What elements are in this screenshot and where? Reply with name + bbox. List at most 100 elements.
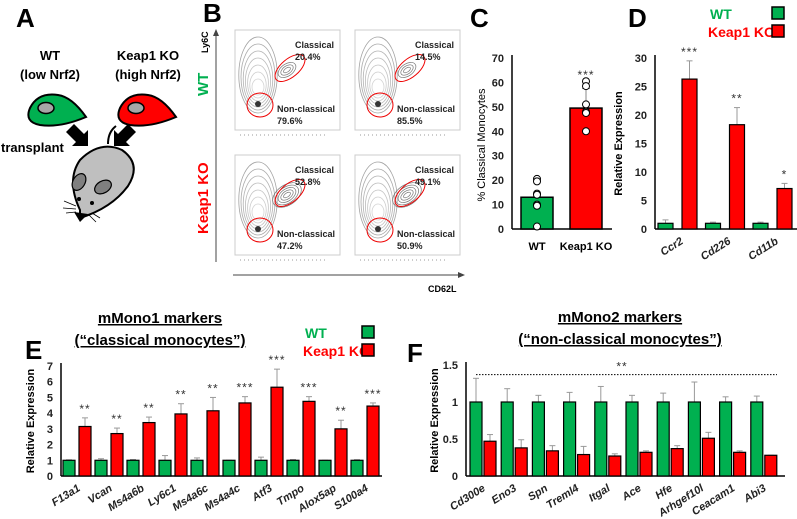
bar-wt	[656, 401, 670, 477]
contour-line	[283, 191, 291, 199]
contour-line	[369, 196, 387, 224]
bar-wt	[318, 459, 332, 477]
significance-label: **	[616, 360, 627, 374]
x-tick-label: Atf3	[249, 482, 274, 504]
significance-label: **	[335, 404, 346, 418]
y-tick-label: 60	[492, 77, 504, 89]
contour-line	[275, 184, 299, 206]
y-tick-label: 1	[47, 455, 53, 467]
contour-line	[403, 66, 411, 74]
x-tick-label: Ms4a4c	[203, 482, 243, 513]
y-tick-label: 5	[641, 196, 647, 208]
data-point	[582, 82, 590, 91]
contour-line	[403, 191, 411, 199]
panel-c: C 0 10 20 30 40 50 60 70 % Classical Monocytes WT K…	[470, 3, 613, 253]
contour-line	[358, 36, 398, 114]
y-tick-label: 0.5	[443, 434, 458, 446]
y-axis-label: % Classical Monocytes	[476, 88, 488, 202]
bar-keap1-ko	[366, 405, 380, 477]
flow-plot: Classical 52.8% Non-classical 47.2%	[234, 154, 341, 261]
contour-line	[371, 203, 385, 221]
row-label-keap1-ko: Keap1 KO	[195, 162, 212, 234]
significance-label: ***	[268, 353, 285, 367]
legend-wt-label: WT	[305, 325, 327, 341]
panel-letter-c: C	[470, 3, 489, 33]
classical-label: Classical	[415, 40, 454, 50]
contour-line	[397, 62, 417, 78]
contour-line	[280, 189, 294, 201]
contour-center	[375, 226, 381, 232]
classical-label: Classical	[295, 165, 334, 175]
bar-wt	[254, 459, 268, 477]
contour-line	[251, 203, 265, 221]
non-classical-percent: 50.9%	[397, 241, 423, 251]
significance-label: ***	[364, 387, 381, 401]
y-tick-label: 4	[47, 408, 54, 420]
y-tick-label: 50	[492, 102, 504, 114]
bar-keap1-ko	[732, 451, 747, 477]
contour-line	[277, 62, 297, 78]
legend-ko-label: Keap1 KO	[708, 24, 775, 40]
bar-keap1-ko	[701, 437, 716, 477]
contour-line	[249, 196, 267, 224]
x-tick-label: WT	[528, 241, 545, 253]
y-tick-label: 0	[641, 224, 647, 236]
bar-keap1-ko	[728, 124, 746, 230]
bar-wt	[350, 459, 364, 477]
wt-label: WT	[40, 48, 60, 63]
contour-line	[280, 64, 294, 76]
y-tick-label: 0	[498, 224, 504, 236]
x-tick-label: Cd300e	[448, 482, 488, 513]
bar-keap1-ko	[334, 428, 348, 477]
chart-subtitle: (“non-classical monocytes”)	[518, 331, 721, 348]
bar-wt	[594, 401, 608, 477]
contour-line	[397, 187, 417, 203]
y-tick-label: 25	[635, 82, 647, 94]
bar-keap1-ko	[670, 448, 684, 477]
arrow-icon	[66, 124, 88, 146]
contour-line	[369, 71, 387, 99]
contour-center	[375, 101, 381, 107]
y-tick-label: 1.5	[443, 360, 458, 372]
mouse-icon	[62, 125, 135, 223]
bar-keap1-ko	[545, 450, 560, 477]
y-tick-label: 40	[492, 126, 504, 138]
bar-keap1-ko	[514, 447, 528, 477]
bar-wt	[500, 401, 514, 477]
x-tick-label: Cd11b	[746, 235, 780, 263]
bar-keap1-ko	[764, 454, 778, 477]
non-classical-percent: 79.6%	[277, 116, 303, 126]
bar-keap1-ko	[174, 413, 188, 477]
contour-line	[283, 66, 291, 74]
panel-letter-e: E	[25, 335, 42, 365]
contour-line	[400, 64, 414, 76]
y-axis-label: Relative Expression	[25, 368, 37, 473]
y-tick-label: 0	[47, 471, 53, 483]
flow-plot: Classical 14.5% Non-classical 85.5%	[354, 29, 461, 136]
y-tick-label: 10	[635, 167, 647, 179]
y-tick-label: 20	[635, 110, 647, 122]
classical-percent: 20.4%	[295, 52, 321, 62]
bar-keap1-ko	[206, 410, 220, 477]
bar-keap1-ko	[681, 78, 698, 230]
y-tick-label: 15	[635, 139, 647, 151]
classical-gate	[394, 179, 426, 207]
row-label-wt: WT	[195, 73, 212, 96]
non-classical-gate	[366, 217, 394, 243]
y-tick-label: 6	[47, 377, 53, 389]
legend-ko-swatch	[361, 343, 375, 357]
contour-line	[358, 161, 398, 239]
chart-title: mMono2 markers	[558, 309, 682, 326]
data-point	[582, 108, 590, 117]
bar-wt	[752, 222, 769, 230]
x-tick-label: Ace	[619, 482, 643, 503]
data-point	[582, 100, 590, 109]
bar-keap1-ko	[78, 425, 92, 477]
contour-line	[249, 71, 267, 99]
legend-wt-label: WT	[710, 6, 732, 22]
y-tick-label: 7	[47, 361, 53, 373]
legend-ko-swatch	[771, 24, 785, 38]
